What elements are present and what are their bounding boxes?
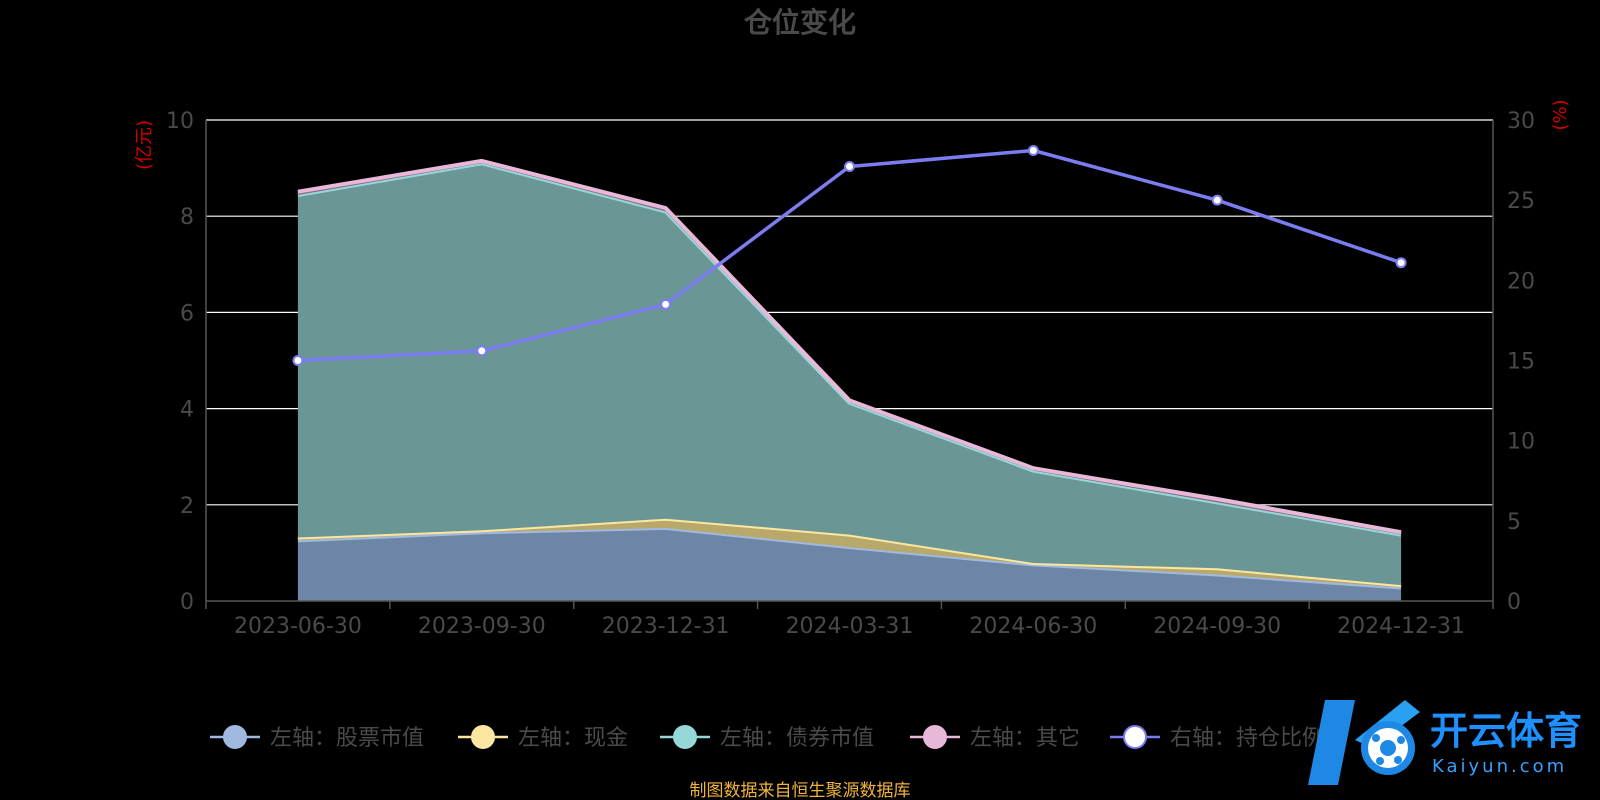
legend-label: 左轴：现金 bbox=[518, 726, 628, 751]
area-0 bbox=[297, 527, 1402, 601]
legend-item-2[interactable]: 左轴：债券市值 bbox=[660, 725, 874, 751]
right-tick-label-30: 30 bbox=[1507, 109, 1535, 134]
data-source-note: 制图数据来自恒生聚源数据库 bbox=[690, 781, 911, 800]
legend-swatch-dot bbox=[223, 725, 247, 749]
left-tick-label-4: 4 bbox=[180, 398, 194, 423]
legend-swatch-dot bbox=[673, 725, 697, 749]
x-tick-label-2024-12-31: 2024-12-31 bbox=[1337, 614, 1465, 639]
left-tick-label-6: 6 bbox=[180, 301, 194, 326]
left-tick-label-8: 8 bbox=[180, 205, 194, 230]
line-point-2024-09-30 bbox=[1211, 194, 1223, 206]
legend-swatch-dot bbox=[1123, 725, 1147, 749]
legend-item-0[interactable]: 左轴：股票市值 bbox=[210, 725, 424, 751]
legend-swatch-dot bbox=[923, 725, 947, 749]
legend-item-4[interactable]: 右轴：持仓比例 bbox=[1110, 725, 1324, 751]
legend-label: 左轴：债券市值 bbox=[720, 726, 874, 751]
legend-label: 右轴：持仓比例 bbox=[1170, 726, 1324, 751]
line-series bbox=[292, 144, 1407, 366]
right-tick-label-10: 10 bbox=[1507, 430, 1535, 455]
right-tick-label-20: 20 bbox=[1507, 269, 1535, 294]
area-series bbox=[297, 158, 1402, 601]
x-tick-label-2024-06-30: 2024-06-30 bbox=[969, 614, 1097, 639]
left-tick-label-10: 10 bbox=[166, 109, 194, 134]
line-point-2024-12-31 bbox=[1395, 257, 1407, 269]
right-tick-label-15: 15 bbox=[1507, 350, 1535, 375]
watermark-sub: Kaiyun.com bbox=[1432, 756, 1567, 777]
x-tick-label-2023-12-31: 2023-12-31 bbox=[602, 614, 730, 639]
watermark-logo: 开云体育 Kaiyun.com bbox=[1308, 700, 1582, 785]
line-point-2024-03-31 bbox=[844, 160, 855, 172]
line-point-2023-09-30 bbox=[476, 345, 488, 357]
x-tick-label-2023-06-30: 2023-06-30 bbox=[234, 614, 362, 639]
left-tick-label-2: 2 bbox=[180, 494, 194, 519]
area-2 bbox=[297, 163, 1402, 586]
line-point-2024-06-30 bbox=[1027, 144, 1039, 156]
axes: 0 2 4 6 8 10 0 5 10 15 20 25 30 2023-06-30 2023-09-30 2… bbox=[166, 109, 1535, 639]
left-tick-label-0: 0 bbox=[180, 590, 194, 615]
legend-item-3[interactable]: 左轴：其它 bbox=[910, 725, 1080, 751]
right-tick-label-25: 25 bbox=[1507, 189, 1535, 214]
legend-label: 左轴：股票市值 bbox=[270, 726, 424, 751]
x-tick-label-2023-09-30: 2023-09-30 bbox=[418, 614, 546, 639]
area-edge-3 bbox=[297, 158, 1402, 535]
right-axis-unit: (%) bbox=[1550, 99, 1571, 130]
watermark-name: 开云体育 bbox=[1430, 709, 1582, 753]
x-tick-label-2024-09-30: 2024-09-30 bbox=[1153, 614, 1281, 639]
line-point-2023-12-31 bbox=[660, 298, 672, 310]
right-tick-label-5: 5 bbox=[1507, 510, 1521, 535]
legend[interactable]: 左轴：股票市值 左轴：现金 左轴：债券市值 左轴：其它 右轴：持仓比例 bbox=[210, 725, 1324, 751]
legend-swatch-dot bbox=[471, 725, 495, 749]
kaiyun-logo-icon bbox=[1308, 700, 1420, 785]
right-tick-label-0: 0 bbox=[1507, 590, 1521, 615]
line-point-2023-06-30 bbox=[292, 355, 304, 366]
legend-label: 左轴：其它 bbox=[970, 726, 1080, 751]
x-tick-label-2024-03-31: 2024-03-31 bbox=[786, 614, 914, 639]
chart-title: 仓位变化 bbox=[744, 6, 856, 39]
left-axis-unit: (亿元) bbox=[134, 120, 155, 170]
legend-item-1[interactable]: 左轴：现金 bbox=[458, 725, 628, 751]
